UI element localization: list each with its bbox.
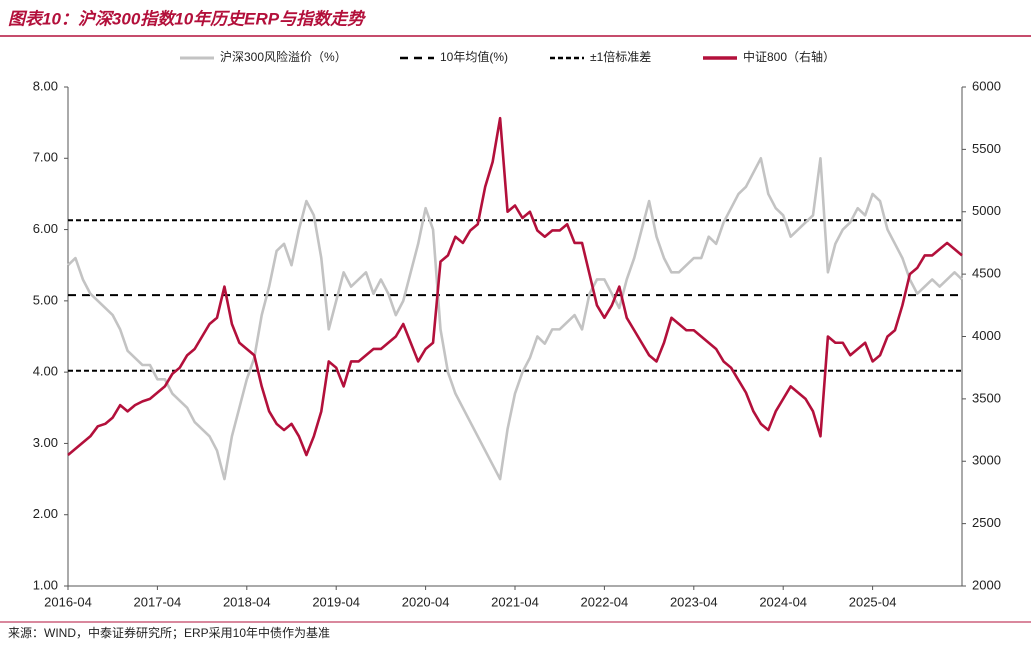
- y2-tick-label: 4500: [972, 266, 1001, 281]
- x-tick-label: 2021-04: [491, 594, 539, 609]
- y-tick-label: 4.00: [33, 364, 58, 379]
- y-tick-label: 5.00: [33, 292, 58, 307]
- x-tick-label: 2016-04: [44, 594, 92, 609]
- legend-label: 10年均值(%): [440, 49, 508, 64]
- y2-tick-label: 6000: [972, 78, 1001, 93]
- x-tick-label: 2024-04: [759, 594, 807, 609]
- x-tick-label: 2020-04: [402, 594, 450, 609]
- x-tick-label: 2019-04: [312, 594, 360, 609]
- source: 来源：WIND，中泰证券研究所；ERP采用10年中债作为基准: [8, 625, 330, 640]
- x-tick-label: 2022-04: [581, 594, 629, 609]
- y-tick-label: 3.00: [33, 435, 58, 450]
- x-tick-label: 2017-04: [134, 594, 182, 609]
- x-tick-label: 2025-04: [849, 594, 897, 609]
- y2-tick-label: 4000: [972, 328, 1001, 343]
- legend-label: 中证800（右轴）: [743, 49, 835, 64]
- y2-tick-label: 2000: [972, 577, 1001, 592]
- y2-tick-label: 2500: [972, 515, 1001, 530]
- y-tick-label: 1.00: [33, 577, 58, 592]
- y-tick-label: 6.00: [33, 221, 58, 236]
- series-line: [67, 156, 963, 481]
- legend-label: 沪深300风险溢价（%）: [220, 49, 347, 64]
- x-tick-label: 2018-04: [223, 594, 271, 609]
- chart-title: 图表10：沪深300指数10年历史ERP与指数走势: [8, 9, 366, 28]
- y-tick-label: 2.00: [33, 506, 58, 521]
- x-tick-label: 2023-04: [670, 594, 718, 609]
- legend-label: ±1倍标准差: [590, 49, 651, 64]
- y2-tick-label: 3500: [972, 390, 1001, 405]
- y2-tick-label: 5500: [972, 141, 1001, 156]
- y2-tick-label: 3000: [972, 453, 1001, 468]
- y-tick-label: 7.00: [33, 150, 58, 165]
- y2-tick-label: 5000: [972, 203, 1001, 218]
- y-tick-label: 8.00: [33, 78, 58, 93]
- series-line: [67, 116, 963, 457]
